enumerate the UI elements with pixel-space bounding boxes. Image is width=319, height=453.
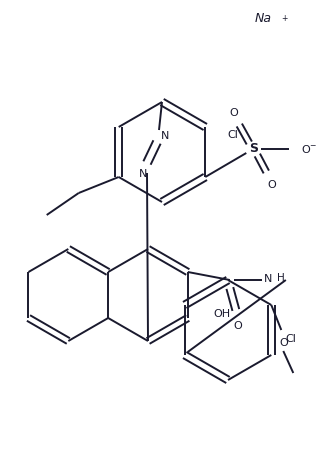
Text: O: O — [229, 108, 238, 118]
Text: Cl: Cl — [285, 334, 296, 344]
Text: $^+$: $^+$ — [280, 14, 289, 24]
Text: O: O — [267, 180, 276, 190]
Text: Na: Na — [255, 11, 272, 24]
Text: N: N — [263, 274, 272, 284]
Text: Cl: Cl — [227, 130, 238, 140]
Text: OH: OH — [214, 309, 231, 319]
Text: O: O — [279, 338, 288, 348]
Text: N: N — [139, 169, 147, 179]
Text: N: N — [161, 131, 169, 141]
Text: O: O — [234, 321, 242, 331]
Text: H: H — [277, 273, 285, 283]
Text: O$^{-}$: O$^{-}$ — [301, 143, 317, 155]
Text: S: S — [249, 143, 258, 155]
